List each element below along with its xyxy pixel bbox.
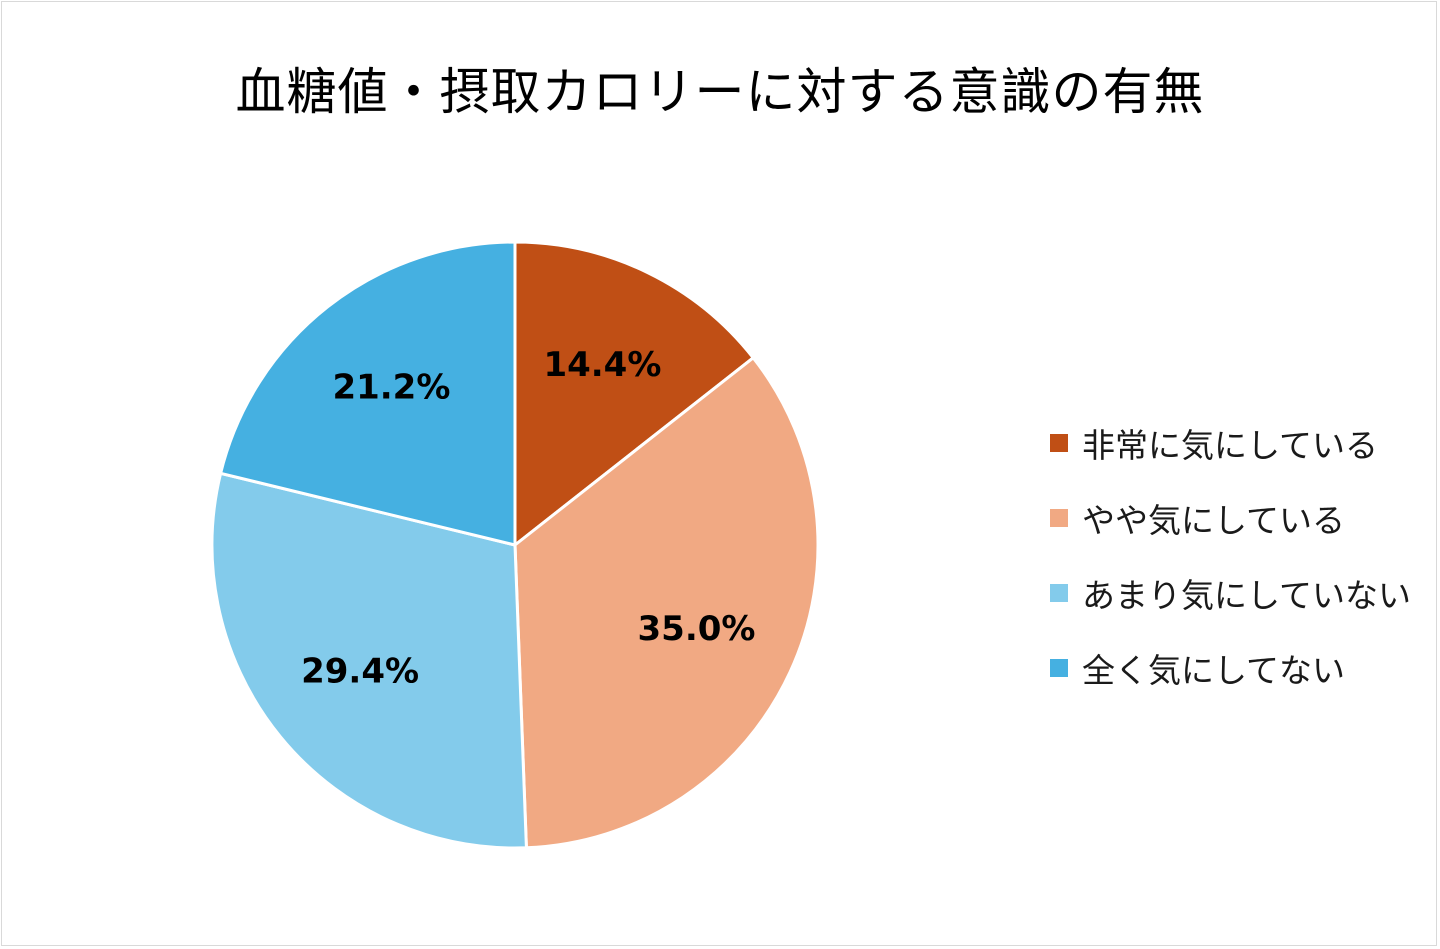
legend-item-1: 非常に気にしている — [1050, 405, 1411, 480]
legend-item-3: あまり気にしていない — [1050, 555, 1411, 630]
legend-label-2: やや気にしている — [1082, 500, 1346, 540]
data-label-3: 29.4% — [301, 652, 419, 692]
pie-labels: 14.4% 35.0% 29.4% 21.2% — [301, 345, 755, 691]
legend-label-4: 全く気にしてない — [1082, 650, 1346, 690]
pie-slices — [210, 240, 820, 850]
pie-slice-2 — [513, 355, 820, 850]
legend-swatch-1 — [1050, 433, 1068, 452]
chart-title: 血糖値・摂取カロリーに対する意識の有無 — [235, 63, 1205, 121]
legend-swatch-2 — [1050, 508, 1068, 527]
legend-item-2: やや気にしている — [1050, 480, 1411, 555]
data-label-2: 35.0% — [638, 609, 756, 649]
pie-slice-1 — [513, 240, 756, 549]
legend: 非常に気にしている やや気にしているあまり気にしていない 全く気にしてない — [1050, 405, 1411, 705]
data-label-4: 21.2% — [332, 368, 450, 408]
legend-swatch-4 — [1050, 658, 1068, 677]
legend-label-3: あまり気にしていない — [1082, 575, 1412, 615]
legend-item-4: 全く気にしてない — [1050, 630, 1411, 705]
data-label-1: 14.4% — [543, 345, 661, 385]
legend-label-1: 非常に気にしている — [1082, 425, 1379, 465]
legend-swatch-3 — [1050, 583, 1068, 602]
pie-slice-3 — [210, 471, 528, 850]
pie-slice-4 — [218, 240, 517, 547]
